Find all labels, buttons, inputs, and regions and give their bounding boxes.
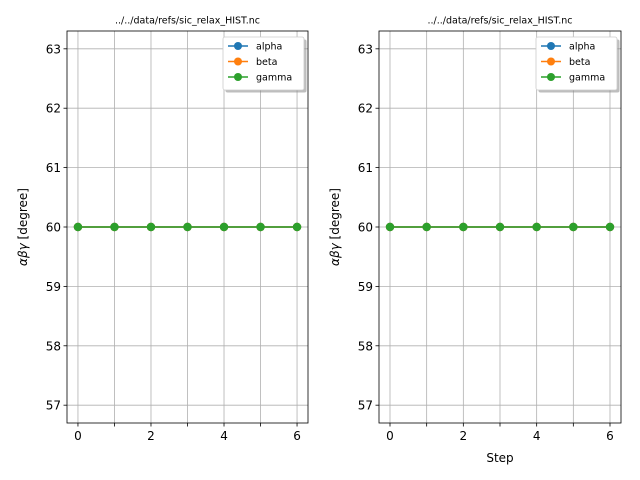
y-axis-label-symbols: αβγ <box>16 242 30 266</box>
y-tick-label: 57 <box>358 399 373 413</box>
y-tick-label: 63 <box>46 42 61 56</box>
legend-marker <box>234 73 242 81</box>
legend-label: beta <box>569 57 590 68</box>
x-tick-label: 0 <box>386 429 394 443</box>
legend-item-beta: beta <box>541 57 590 68</box>
x-tick-label: 4 <box>533 429 541 443</box>
data-point <box>605 222 615 232</box>
x-tick-label: 6 <box>293 429 301 443</box>
legend-marker <box>234 57 242 66</box>
y-tick-label: 60 <box>46 221 61 235</box>
data-point <box>532 222 541 232</box>
x-tick-label: 2 <box>147 429 155 443</box>
y-tick-label: 58 <box>358 339 373 353</box>
x-tick-label: 2 <box>460 429 468 443</box>
y-tick-label: 59 <box>46 280 61 294</box>
y-tick-label: 61 <box>358 161 373 175</box>
data-point <box>495 222 505 232</box>
legend-item-gamma: gamma <box>541 73 605 84</box>
data-point <box>459 222 468 232</box>
y-axis-label-unit: [degree] <box>328 188 342 243</box>
x-tick-label: 0 <box>74 429 82 443</box>
data-point <box>110 222 119 232</box>
data-point <box>256 222 265 232</box>
y-tick-label: 59 <box>358 280 373 294</box>
x-axis-label: Step <box>486 451 513 465</box>
y-tick-label: 57 <box>46 399 61 413</box>
data-point <box>422 222 431 232</box>
y-tick-label: 62 <box>46 102 61 116</box>
y-tick-label: 60 <box>358 221 373 235</box>
legend-label: gamma <box>569 73 605 84</box>
legend-label: alpha <box>569 42 595 53</box>
legend-item-beta: beta <box>228 57 277 68</box>
legend-label: gamma <box>256 73 292 84</box>
chart-left: 0 2 4 6 57 58 59 60 61 62 63 ../../data/refs/sic_re… <box>16 16 309 443</box>
legend-marker <box>234 42 242 50</box>
y-axis-label: αβγ [degree] <box>328 188 342 266</box>
legend-item-alpha: alpha <box>541 42 595 53</box>
legend-label: alpha <box>256 42 282 53</box>
legend-marker <box>547 42 555 50</box>
legend-marker <box>547 73 555 81</box>
x-tick-label: 6 <box>606 429 614 443</box>
legend-marker <box>547 57 555 66</box>
x-tick-label: 4 <box>220 429 228 443</box>
data-point <box>292 222 302 232</box>
y-tick-label: 58 <box>46 339 61 353</box>
legend: alpha beta gamma <box>222 36 307 93</box>
y-axis-label-unit: [degree] <box>16 188 30 243</box>
legend-item-gamma: gamma <box>228 73 292 84</box>
y-axis-label: αβγ [degree] <box>16 188 30 266</box>
chart-title: ../../data/refs/sic_relax_HIST.nc <box>115 16 260 27</box>
legend: alpha beta gamma <box>535 36 620 93</box>
y-tick-label: 62 <box>358 102 373 116</box>
legend-item-alpha: alpha <box>228 42 282 53</box>
chart-right: 0 2 4 6 57 58 59 60 61 62 63 ../../data/refs/sic_re… <box>328 16 622 465</box>
data-point <box>73 222 83 232</box>
y-tick-label: 63 <box>358 42 373 56</box>
data-point <box>385 222 395 232</box>
series-gamma <box>385 222 615 232</box>
data-point <box>183 222 192 232</box>
y-axis-label-symbols: αβγ <box>328 242 342 266</box>
legend-label: beta <box>256 57 277 68</box>
data-point <box>569 222 578 232</box>
chart-title: ../../data/refs/sic_relax_HIST.nc <box>428 16 573 27</box>
data-point <box>146 222 156 232</box>
data-point <box>219 222 229 232</box>
y-tick-label: 61 <box>46 161 61 175</box>
series-gamma <box>73 222 302 232</box>
